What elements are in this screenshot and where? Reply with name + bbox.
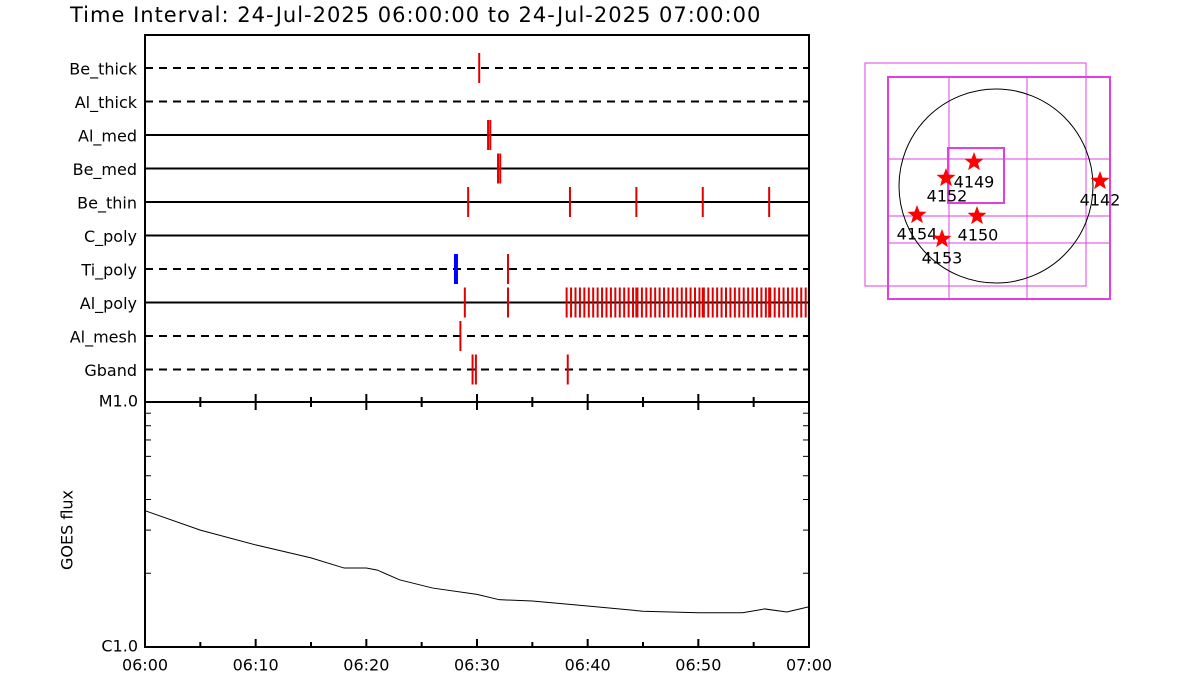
region-star <box>964 152 984 171</box>
region-star <box>1090 171 1110 190</box>
goes-frame <box>144 401 810 648</box>
fov-box <box>864 62 1087 287</box>
y-tick-label: C1.0 <box>101 637 138 656</box>
region-star <box>936 168 956 187</box>
x-tick-label: 07:00 <box>786 656 832 675</box>
map <box>864 62 1111 300</box>
timeline-frame <box>144 34 810 403</box>
region-star <box>967 206 987 225</box>
goes-curve <box>144 510 810 614</box>
x-tick-label: 06:20 <box>343 656 389 675</box>
row-label: Be_med <box>73 160 137 180</box>
row-label: Al_med <box>78 127 137 147</box>
row-label: Al_poly <box>80 294 137 314</box>
row-label: C_poly <box>84 227 137 247</box>
region-label: 4154 <box>897 225 938 244</box>
region-star <box>907 205 927 224</box>
region-label: 4153 <box>922 249 963 268</box>
x-tick-label: 06:30 <box>454 656 500 675</box>
region-star <box>932 229 952 248</box>
region-label: 4150 <box>958 226 999 245</box>
region-label: 4142 <box>1080 191 1121 210</box>
row-label: Gband <box>84 361 137 380</box>
row-label: Be_thick <box>69 60 137 80</box>
x-tick-label: 06:40 <box>565 656 611 675</box>
row-label: Ti_poly <box>80 261 137 281</box>
solar-limb <box>898 88 1094 284</box>
x-tick-label: 06:50 <box>675 656 721 675</box>
y-axis-label: GOES flux <box>58 490 77 570</box>
row-label: Be_thin <box>77 194 137 214</box>
x-tick-label: 06:00 <box>122 656 168 675</box>
region-label: 4152 <box>927 187 968 206</box>
region-label: 4149 <box>954 173 995 192</box>
x-tick-label: 06:10 <box>233 656 279 675</box>
row-label: Al_thick <box>75 93 138 113</box>
row-label: Al_mesh <box>70 328 137 348</box>
y-tick-label: M1.0 <box>99 392 138 411</box>
fov-box <box>887 76 1111 300</box>
title: Time Interval: 24-Jul-2025 06:00:00 to 2… <box>69 3 761 27</box>
